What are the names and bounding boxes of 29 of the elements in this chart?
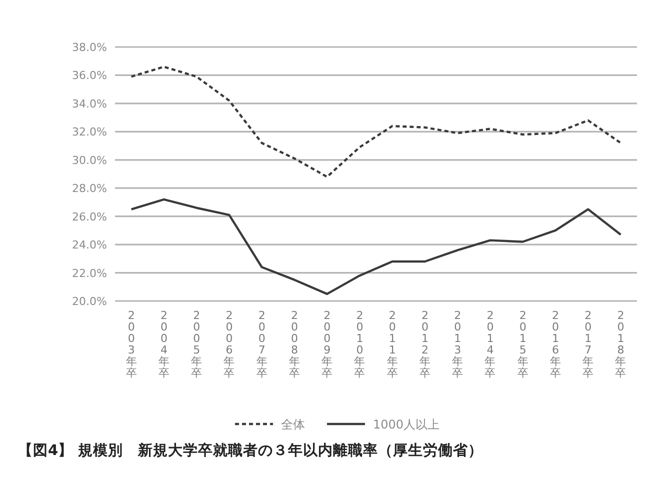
- ytick-label: 20.0%: [72, 295, 107, 308]
- ytick-label: 34.0%: [72, 97, 107, 110]
- xtick-label: 2018年卒: [615, 309, 626, 380]
- xtick-label: 2014年卒: [484, 309, 496, 380]
- xtick-label: 2017年卒: [582, 309, 594, 380]
- title: 【図4】 規模別 新規大学卒就職者の３年以内離職率（厚生労働省）: [18, 443, 484, 459]
- ytick-label: 36.0%: [72, 69, 107, 82]
- xtick-label: 2007年卒: [256, 309, 268, 380]
- legend-label: 1000人以上: [373, 418, 440, 432]
- xtick-label: 2010年卒: [354, 309, 366, 380]
- xtick-label: 2005年卒: [191, 309, 202, 380]
- xtick-label: 2003年卒: [126, 309, 137, 380]
- xtick-label: 2009年卒: [322, 309, 333, 380]
- xtick-label: 2012年卒: [419, 309, 430, 380]
- xtick-label: 2006年卒: [224, 309, 235, 380]
- ytick-label: 28.0%: [72, 182, 107, 196]
- xtick-label: 2013年卒: [452, 309, 464, 380]
- ytick-label: 22.0%: [72, 266, 107, 280]
- ytick-label: 32.0%: [72, 126, 107, 139]
- xtick-label: 2016年卒: [550, 309, 561, 380]
- legend-label: 全体: [281, 418, 305, 432]
- ytick-label: 30.0%: [72, 154, 107, 167]
- xtick-label: 2008年卒: [288, 309, 300, 380]
- xtick-label: 2015年卒: [517, 309, 528, 380]
- xtick-label: 2011年卒: [386, 309, 398, 380]
- ytick-label: 38.0%: [72, 41, 107, 54]
- ytick-label: 26.0%: [72, 210, 107, 224]
- ytick-label: 24.0%: [72, 238, 107, 252]
- xtick-label: 2004年卒: [158, 309, 170, 380]
